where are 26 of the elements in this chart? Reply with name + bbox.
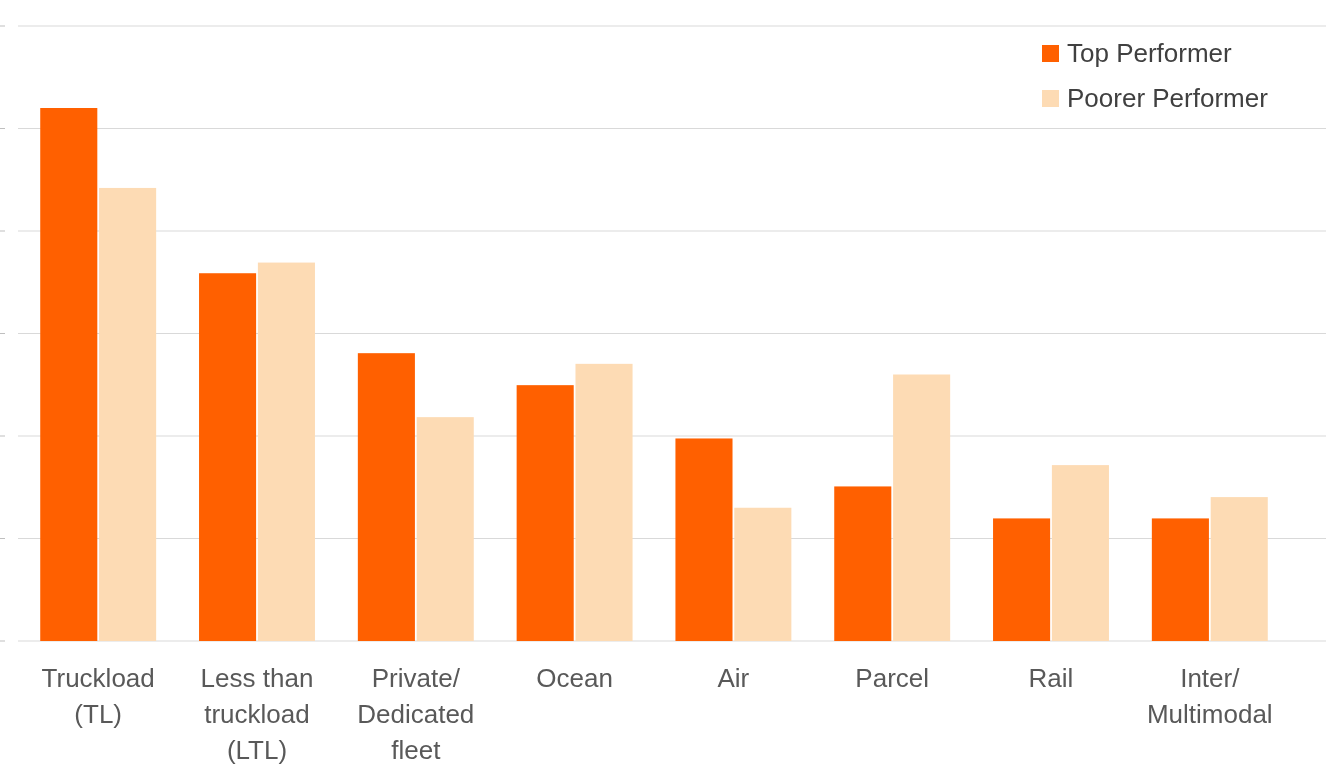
bar: [199, 273, 257, 641]
bar: [893, 374, 951, 641]
legend-label: Top Performer: [1067, 38, 1233, 68]
x-tick-label: Rail: [1028, 663, 1074, 693]
x-tick-label: Air: [717, 663, 750, 693]
bar: [416, 417, 474, 641]
bar: [99, 187, 157, 641]
x-tick-label: Less than truckload (LTL): [200, 663, 314, 765]
bar: [575, 363, 633, 641]
x-tick-label: Truckload (TL): [41, 663, 155, 729]
x-tick-label: Private/ Dedicated fleet: [357, 663, 475, 765]
bar: [834, 486, 892, 641]
legend-label: Poorer Performer: [1067, 83, 1269, 113]
bar: [40, 108, 98, 641]
bar: [516, 385, 574, 641]
bar: [357, 353, 415, 641]
bar: [993, 518, 1051, 641]
x-tick-label: Inter/ Multimodal: [1146, 663, 1273, 729]
bar: [1051, 465, 1109, 641]
bar: [675, 438, 733, 641]
bar: [734, 507, 792, 641]
x-tick-label: Ocean: [536, 663, 613, 693]
bar: [1210, 497, 1268, 641]
bar: [257, 262, 315, 641]
x-tick-label: Parcel: [855, 663, 930, 693]
bar: [1151, 518, 1209, 641]
